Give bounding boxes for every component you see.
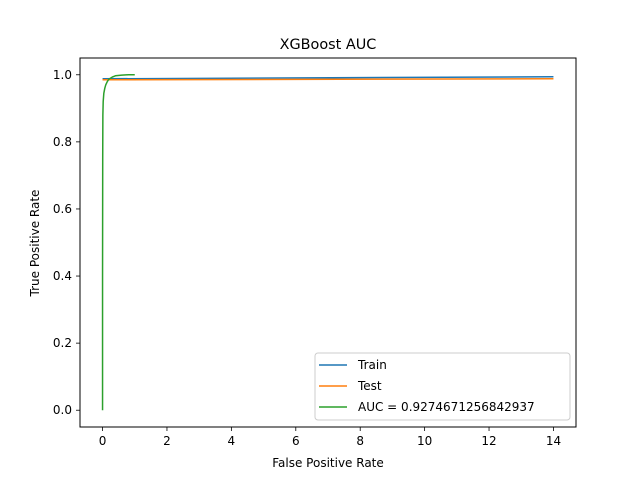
y-tick-label: 0.4 [53,269,72,283]
x-axis-label: False Positive Rate [272,456,384,470]
y-tick-label: 0.0 [53,403,72,417]
y-axis-label: True Positive Rate [28,190,42,298]
chart-title: XGBoost AUC [280,37,377,53]
legend-entry: AUC = 0.9274671256842937 [358,400,535,414]
x-tick-label: 0 [99,434,107,448]
legend-box [314,352,571,421]
legend-entry: Test [357,379,382,393]
legend-entry: Train [357,358,387,372]
y-tick-label: 0.8 [53,135,72,149]
x-tick-label: 8 [356,434,364,448]
x-tick-label: 10 [417,434,432,448]
x-tick-label: 12 [481,434,496,448]
x-tick-label: 2 [163,434,171,448]
plot-area [101,74,554,411]
series-line-3 [101,74,135,411]
x-tick-label: 6 [292,434,300,448]
series-line-1 [102,76,554,80]
x-axis-ticks: 0 2 4 6 8 10 12 14 [99,427,561,448]
series-line-2 [102,78,554,81]
x-tick-label: 4 [228,434,236,448]
y-tick-label: 0.2 [53,336,72,350]
y-tick-label: 0.6 [53,202,72,216]
y-tick-label: 1.0 [53,68,72,82]
x-tick-label: 14 [546,434,561,448]
axes-frame [79,57,577,428]
y-axis-ticks: 0.0 0.2 0.4 0.6 0.8 1.0 [53,68,80,417]
legend: Train Test AUC = 0.9274671256842937 [314,352,571,421]
